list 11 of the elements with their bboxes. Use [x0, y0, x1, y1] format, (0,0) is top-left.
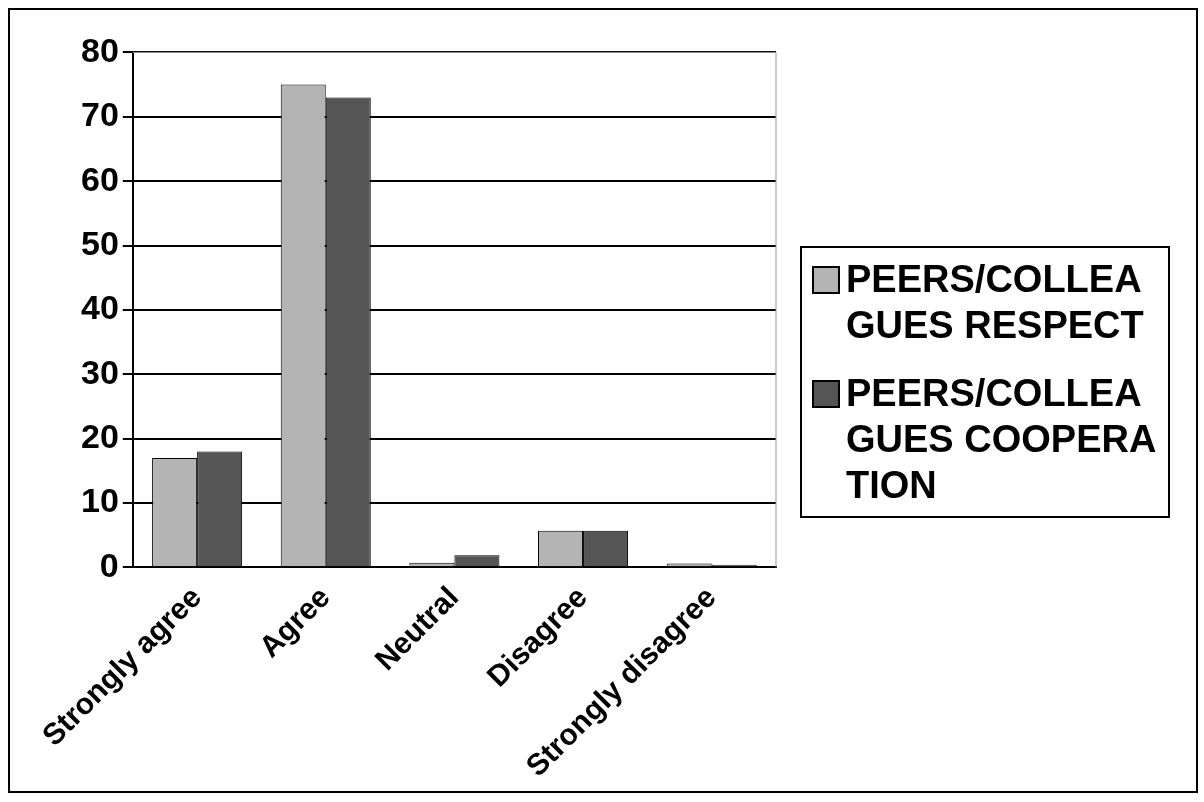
y-tick-label: 20: [80, 417, 119, 455]
y-tick-label: 50: [80, 223, 119, 262]
y-tick-label: 60: [80, 159, 119, 198]
y-tick-label: 40: [80, 288, 119, 327]
legend-label: PEERS/COLLEAGUES COOPERATION: [846, 371, 1158, 508]
y-tick-label: 70: [80, 95, 119, 134]
y-tick-label: 0: [99, 545, 119, 584]
y-tick-label: 30: [80, 352, 119, 391]
y-tick-label: 10: [80, 481, 119, 520]
y-tick-label: 80: [80, 30, 119, 69]
legend-label: PEERS/COLLEAGUES RESPECT: [846, 257, 1145, 348]
